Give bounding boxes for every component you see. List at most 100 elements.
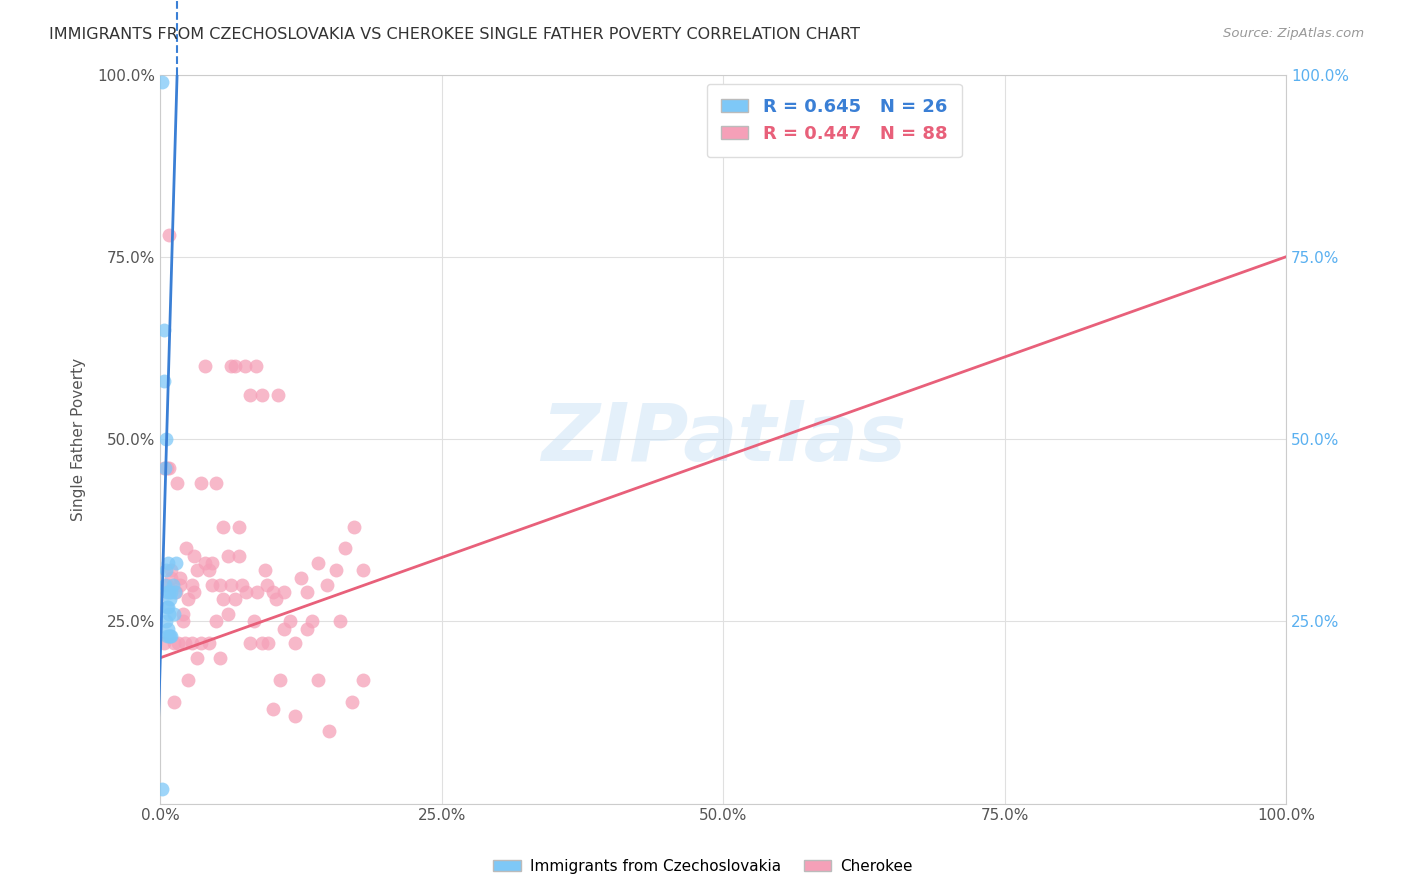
Point [165, 556, 187, 570]
Point [250, 388, 273, 402]
Point [329, 615, 352, 629]
Point [156, 585, 179, 599]
Point [228, 549, 250, 563]
Point [169, 578, 191, 592]
Point [343, 519, 366, 533]
Point [157, 461, 180, 475]
Point [256, 578, 278, 592]
Point [273, 622, 295, 636]
Point [284, 709, 307, 723]
Point [190, 636, 212, 650]
Point [295, 585, 318, 599]
Point [157, 227, 180, 242]
Point [267, 388, 290, 402]
Point [273, 585, 295, 599]
Point [250, 636, 273, 650]
Point [219, 578, 242, 592]
Point [155, 615, 177, 629]
Point [318, 723, 340, 738]
Point [157, 629, 180, 643]
Point [174, 541, 197, 556]
Point [269, 673, 291, 687]
Point [153, 461, 176, 475]
Point [212, 592, 235, 607]
Point [186, 563, 208, 577]
Point [169, 571, 191, 585]
Point [159, 629, 181, 643]
Point [197, 563, 219, 577]
Point [246, 585, 269, 599]
Point [208, 650, 231, 665]
Point [325, 563, 347, 577]
Point [224, 592, 246, 607]
Point [156, 629, 179, 643]
Point [242, 615, 264, 629]
Point [163, 607, 186, 621]
Point [152, 323, 174, 337]
Point [315, 578, 337, 592]
Point [201, 556, 224, 570]
Point [194, 359, 217, 373]
Point [163, 585, 186, 599]
Point [217, 607, 239, 621]
Point [284, 636, 307, 650]
Point [262, 702, 284, 716]
Point [208, 578, 231, 592]
Point [160, 629, 183, 643]
Point [219, 359, 242, 373]
Point [290, 571, 312, 585]
Text: Source: ZipAtlas.com: Source: ZipAtlas.com [1223, 27, 1364, 40]
Point [174, 636, 197, 650]
Point [217, 549, 239, 563]
Point [278, 615, 301, 629]
Point [156, 578, 179, 592]
Point [333, 541, 356, 556]
Point [165, 585, 187, 599]
Point [160, 585, 183, 599]
Point [163, 694, 186, 708]
Point [212, 519, 235, 533]
Point [295, 622, 318, 636]
Point [157, 585, 180, 599]
Point [235, 585, 257, 599]
Point [180, 636, 202, 650]
Text: ZIPatlas: ZIPatlas [540, 401, 905, 478]
Point [172, 615, 194, 629]
Point [172, 607, 194, 621]
Point [177, 592, 200, 607]
Point [156, 599, 179, 614]
Point [152, 374, 174, 388]
Point [262, 585, 284, 599]
Point [352, 673, 374, 687]
Point [257, 636, 280, 650]
Legend: Immigrants from Czechoslovakia, Cherokee: Immigrants from Czechoslovakia, Cherokee [486, 853, 920, 880]
Point [152, 782, 174, 797]
Point [156, 461, 179, 475]
Point [159, 592, 181, 607]
Point [177, 673, 200, 687]
Legend: R = 0.645   N = 26, R = 0.447   N = 88: R = 0.645 N = 26, R = 0.447 N = 88 [707, 84, 962, 158]
Point [160, 571, 183, 585]
Point [239, 388, 262, 402]
Point [183, 549, 205, 563]
Point [152, 75, 174, 89]
Point [194, 556, 217, 570]
Point [228, 519, 250, 533]
Point [307, 673, 329, 687]
Point [167, 636, 190, 650]
Point [245, 359, 267, 373]
Point [183, 585, 205, 599]
Point [162, 578, 184, 592]
Point [239, 636, 262, 650]
Point [352, 563, 374, 577]
Point [233, 359, 256, 373]
Point [224, 359, 246, 373]
Point [157, 622, 180, 636]
Point [157, 599, 180, 614]
Point [155, 432, 177, 446]
Point [180, 578, 202, 592]
Point [186, 650, 208, 665]
Point [152, 461, 174, 475]
Point [160, 563, 183, 577]
Point [307, 556, 329, 570]
